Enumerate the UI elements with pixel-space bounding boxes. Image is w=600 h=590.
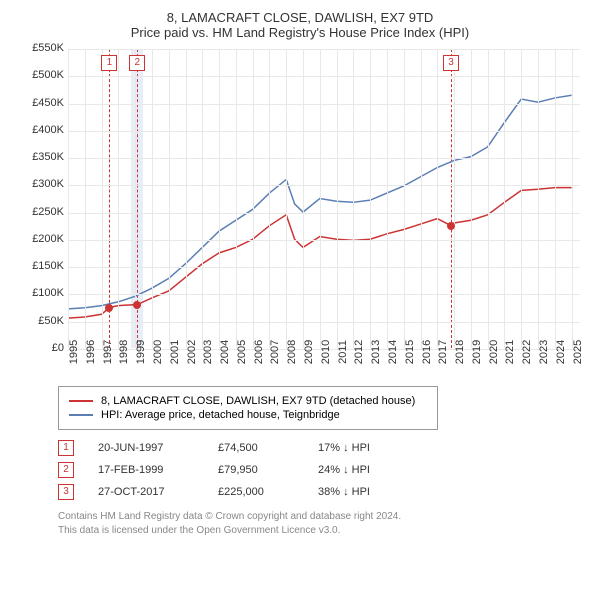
gridline-v xyxy=(236,49,237,348)
legend-label: 8, LAMACRAFT CLOSE, DAWLISH, EX7 9TD (de… xyxy=(101,395,415,407)
y-tick-label: £0 xyxy=(20,342,64,354)
plot-inner: 12 3 xyxy=(68,48,580,348)
gridline-h xyxy=(68,322,580,323)
footer-line1: Contains HM Land Registry data © Crown c… xyxy=(58,510,590,524)
gridline-h xyxy=(68,158,580,159)
marker-number-box: 1 xyxy=(101,55,117,71)
event-price: £225,000 xyxy=(218,486,318,498)
event-row: 1 20-JUN-1997£74,50017% ↓ HPI xyxy=(58,440,590,456)
gridline-v xyxy=(118,49,119,348)
event-diff: 38% ↓ HPI xyxy=(318,486,418,498)
title-address: 8, LAMACRAFT CLOSE, DAWLISH, EX7 9TD xyxy=(10,10,590,25)
y-tick-label: £300K xyxy=(20,178,64,190)
gridline-v xyxy=(572,49,573,348)
marker-number-box: 3 xyxy=(443,55,459,71)
chart-container: 8, LAMACRAFT CLOSE, DAWLISH, EX7 9TD Pri… xyxy=(10,10,590,538)
y-tick-label: £550K xyxy=(20,42,64,54)
footer-attribution: Contains HM Land Registry data © Crown c… xyxy=(58,510,590,538)
gridline-v xyxy=(202,49,203,348)
plot-area: £0 £50K £100K £150K £200K £250K £300K £350K £400… xyxy=(20,48,580,378)
events-table: 1 20-JUN-1997£74,50017% ↓ HPI 2 17-FEB-1999… xyxy=(58,440,590,500)
y-tick-label: £350K xyxy=(20,151,64,163)
event-diff: 24% ↓ HPI xyxy=(318,464,418,476)
gridline-v xyxy=(404,49,405,348)
marker-dot xyxy=(133,301,141,309)
event-number: 2 xyxy=(58,462,74,478)
gridline-v xyxy=(253,49,254,348)
gridline-h xyxy=(68,213,580,214)
gridline-v xyxy=(488,49,489,348)
event-number: 3 xyxy=(58,484,74,500)
gridline-v xyxy=(471,49,472,348)
legend-row: HPI: Average price, detached house, Teig… xyxy=(69,409,427,421)
event-row: 3 27-OCT-2017£225,00038% ↓ HPI xyxy=(58,484,590,500)
gridline-v xyxy=(521,49,522,348)
gridline-v xyxy=(454,49,455,348)
legend-swatch xyxy=(69,400,93,402)
gridline-v xyxy=(85,49,86,348)
gridline-v xyxy=(169,49,170,348)
y-tick-label: £250K xyxy=(20,206,64,218)
gridline-v xyxy=(538,49,539,348)
gridline-v xyxy=(320,49,321,348)
footer-line2: This data is licensed under the Open Gov… xyxy=(58,524,590,538)
gridline-h xyxy=(68,104,580,105)
gridline-v xyxy=(437,49,438,348)
gridline-h xyxy=(68,294,580,295)
y-tick-label: £50K xyxy=(20,315,64,327)
gridline-v xyxy=(152,49,153,348)
gridline-v xyxy=(504,49,505,348)
line-layer xyxy=(68,49,580,348)
legend: 8, LAMACRAFT CLOSE, DAWLISH, EX7 9TD (de… xyxy=(58,386,438,430)
gridline-h xyxy=(68,185,580,186)
gridline-h xyxy=(68,49,580,50)
marker-number-box: 2 xyxy=(129,55,145,71)
y-tick-label: £450K xyxy=(20,97,64,109)
event-date: 17-FEB-1999 xyxy=(98,464,218,476)
gridline-v xyxy=(387,49,388,348)
gridline-v xyxy=(337,49,338,348)
y-tick-label: £500K xyxy=(20,69,64,81)
x-tick-label: 2025 xyxy=(572,340,600,364)
gridline-v xyxy=(68,49,69,348)
gridline-v xyxy=(370,49,371,348)
event-date: 27-OCT-2017 xyxy=(98,486,218,498)
gridline-h xyxy=(68,240,580,241)
legend-label: HPI: Average price, detached house, Teig… xyxy=(101,409,340,421)
title-subtitle: Price paid vs. HM Land Registry's House … xyxy=(10,25,590,40)
event-number: 1 xyxy=(58,440,74,456)
gridline-v xyxy=(102,49,103,348)
legend-swatch xyxy=(69,414,93,416)
gridline-v xyxy=(353,49,354,348)
marker-dot xyxy=(105,304,113,312)
event-price: £79,950 xyxy=(218,464,318,476)
legend-row: 8, LAMACRAFT CLOSE, DAWLISH, EX7 9TD (de… xyxy=(69,395,427,407)
gridline-v xyxy=(219,49,220,348)
event-diff: 17% ↓ HPI xyxy=(318,442,418,454)
gridline-h xyxy=(68,131,580,132)
chart-title: 8, LAMACRAFT CLOSE, DAWLISH, EX7 9TD Pri… xyxy=(10,10,590,40)
y-tick-label: £150K xyxy=(20,260,64,272)
y-tick-label: £400K xyxy=(20,124,64,136)
marker-dot xyxy=(447,222,455,230)
event-row: 2 17-FEB-1999£79,95024% ↓ HPI xyxy=(58,462,590,478)
event-date: 20-JUN-1997 xyxy=(98,442,218,454)
gridline-v xyxy=(421,49,422,348)
gridline-v xyxy=(186,49,187,348)
gridline-v xyxy=(555,49,556,348)
gridline-h xyxy=(68,76,580,77)
event-price: £74,500 xyxy=(218,442,318,454)
gridline-v xyxy=(269,49,270,348)
gridline-h xyxy=(68,267,580,268)
gridline-v xyxy=(286,49,287,348)
y-tick-label: £200K xyxy=(20,233,64,245)
gridline-v xyxy=(303,49,304,348)
y-tick-label: £100K xyxy=(20,287,64,299)
